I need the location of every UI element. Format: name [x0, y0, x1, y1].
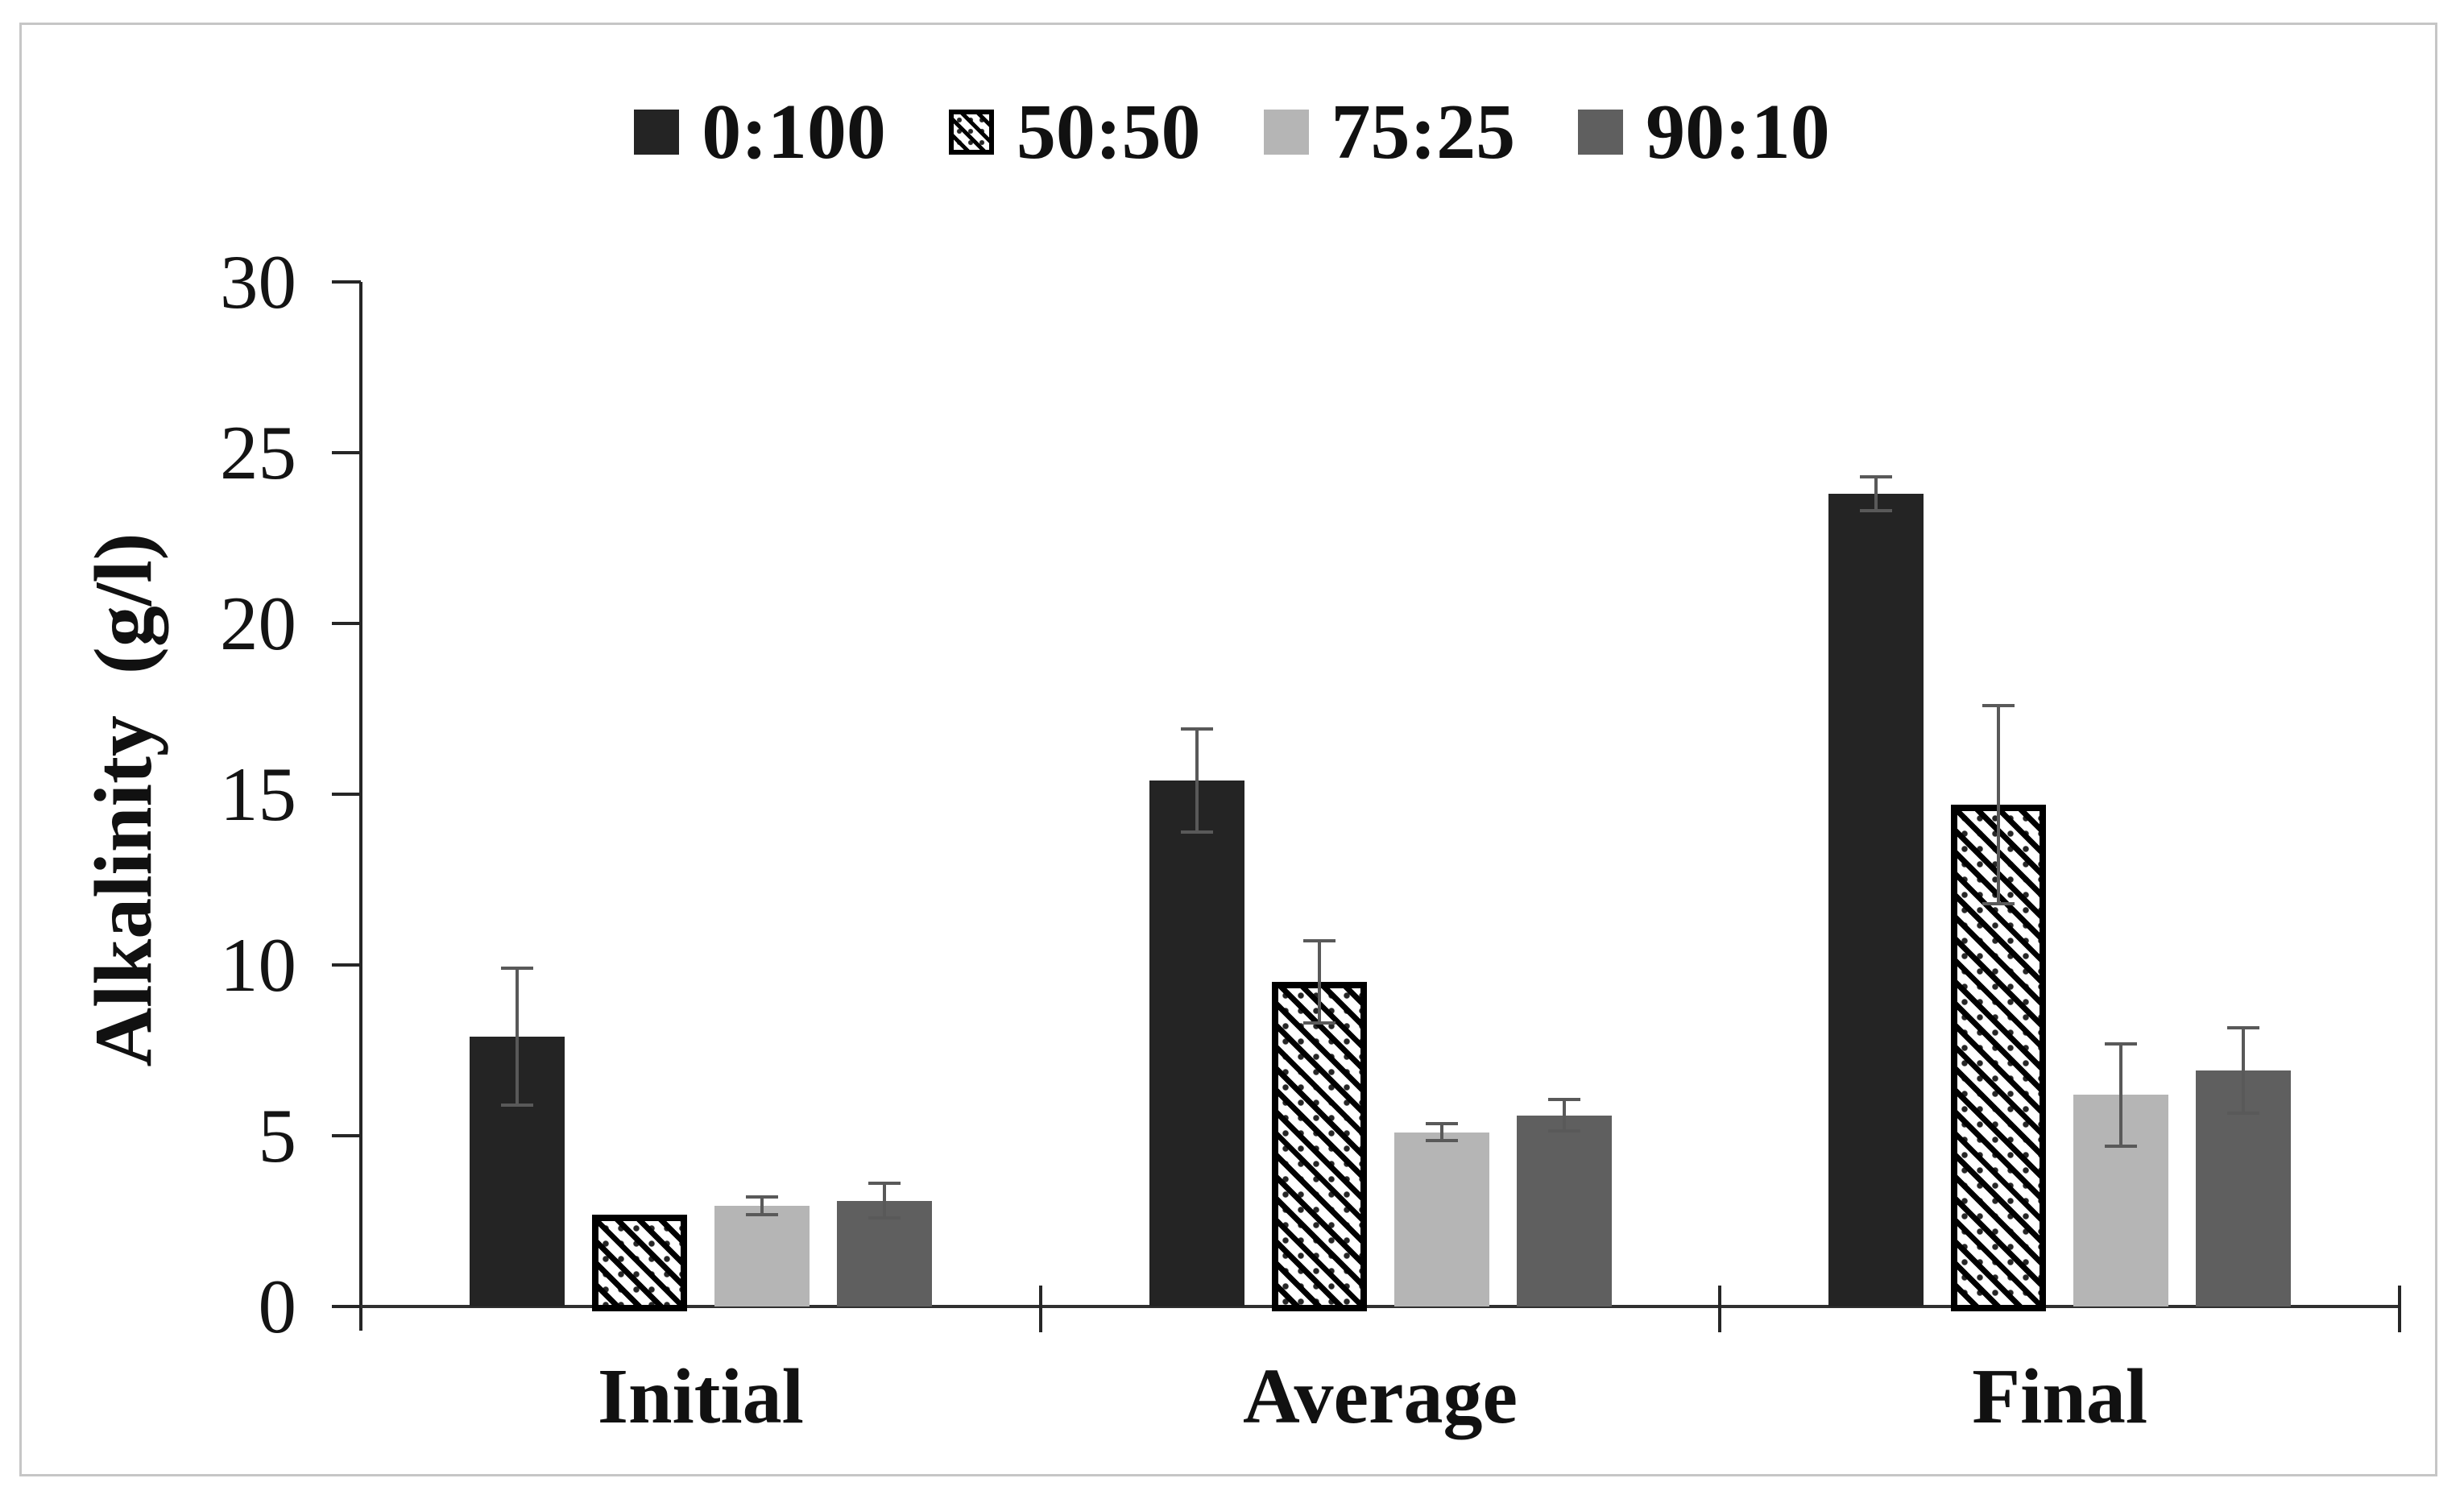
y-tick-label: 25 — [220, 410, 296, 495]
error-bar-cap-top — [2227, 1026, 2260, 1030]
error-bar-cap-bottom — [1860, 509, 1893, 513]
error-bar-cap-top — [1425, 1122, 1458, 1126]
legend-item: 0:100 — [634, 89, 886, 176]
error-bar — [2119, 1043, 2123, 1146]
y-tick-mark — [332, 622, 361, 625]
error-bar-cap-bottom — [745, 1212, 778, 1216]
error-bar-cap-top — [1302, 939, 1336, 943]
y-tick-mark — [332, 280, 361, 284]
legend-label: 0:100 — [702, 89, 886, 176]
legend-swatch-0-100-icon — [634, 110, 680, 155]
error-bar — [1997, 705, 2001, 904]
legend-swatch-75-25-icon — [1263, 110, 1309, 155]
error-bar-cap-top — [1180, 727, 1213, 731]
error-bar-cap-top — [1860, 474, 1893, 478]
chart-legend: 0:100 50:50 75:25 90:10 — [0, 89, 2464, 176]
error-bar-cap-top — [1982, 703, 2015, 707]
error-bar-cap-top — [2105, 1041, 2138, 1046]
y-tick-mark — [332, 793, 361, 796]
error-bar — [1195, 729, 1199, 832]
error-bar-cap-top — [1547, 1098, 1580, 1102]
y-axis-line — [359, 282, 362, 1331]
error-bar — [1317, 941, 1321, 1024]
x-axis-tick — [1038, 1286, 1042, 1332]
legend-label: 90:10 — [1646, 89, 1830, 176]
bar-50-50-initial — [591, 1214, 687, 1311]
error-bar-cap-top — [868, 1182, 901, 1186]
y-tick-mark — [332, 1305, 361, 1308]
error-bar-cap-bottom — [500, 1103, 533, 1107]
bar-0-100-final — [1828, 493, 1924, 1306]
error-bar-cap-top — [745, 1195, 778, 1199]
y-tick-label: 0 — [258, 1264, 297, 1349]
category-label-initial: Initial — [597, 1353, 804, 1440]
bar-75-25-initial — [714, 1205, 810, 1306]
legend-label: 50:50 — [1016, 89, 1201, 176]
error-bar — [1562, 1099, 1566, 1131]
bar-90-10-average — [1516, 1115, 1612, 1306]
error-bar-cap-bottom — [2227, 1112, 2260, 1116]
y-tick-label: 15 — [220, 752, 296, 837]
error-bar — [1874, 476, 1878, 511]
x-axis-tick — [2398, 1286, 2401, 1332]
legend-item: 75:25 — [1263, 89, 1516, 176]
legend-item: 90:10 — [1578, 89, 1830, 176]
legend-swatch-90-10-icon — [1578, 110, 1624, 155]
y-tick-label: 5 — [258, 1093, 297, 1178]
error-bar-cap-bottom — [1180, 830, 1213, 834]
error-bar — [1439, 1124, 1443, 1141]
error-bar — [760, 1197, 764, 1215]
error-bar-cap-bottom — [868, 1215, 901, 1219]
error-bar — [2242, 1028, 2246, 1114]
error-bar-cap-bottom — [1425, 1139, 1458, 1143]
y-tick-mark — [332, 1134, 361, 1137]
legend-item: 50:50 — [948, 89, 1201, 176]
x-axis-tick — [1718, 1286, 1722, 1332]
bar-75-25-average — [1394, 1132, 1489, 1306]
error-bar-cap-bottom — [1982, 901, 2015, 905]
y-tick-label: 30 — [220, 239, 296, 325]
plot-area: 0 5 10 15 20 25 30 Initial Average Final — [220, 243, 2401, 1437]
error-bar-cap-bottom — [1302, 1021, 1336, 1025]
error-bar — [882, 1183, 886, 1218]
y-tick-label: 20 — [220, 581, 296, 666]
bar-0-100-average — [1149, 781, 1244, 1306]
category-label-average: Average — [1242, 1353, 1518, 1440]
error-bar-cap-bottom — [2105, 1144, 2138, 1148]
bar-50-50-average — [1271, 982, 1367, 1311]
y-tick-label: 10 — [220, 922, 296, 1008]
legend-label: 75:25 — [1331, 89, 1516, 176]
y-tick-mark — [332, 451, 361, 454]
error-bar — [515, 968, 519, 1105]
category-label-final: Final — [1972, 1353, 2148, 1440]
y-tick-mark — [332, 963, 361, 967]
error-bar-cap-top — [500, 967, 533, 971]
legend-swatch-50-50-icon — [948, 110, 994, 155]
error-bar-cap-bottom — [1547, 1128, 1580, 1133]
